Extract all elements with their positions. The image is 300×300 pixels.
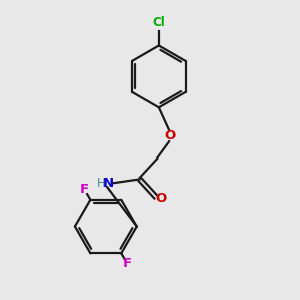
Text: F: F	[80, 183, 89, 196]
Text: O: O	[165, 129, 176, 142]
Text: N: N	[102, 177, 113, 190]
Text: O: O	[156, 192, 167, 205]
Text: H: H	[97, 177, 105, 190]
Text: Cl: Cl	[152, 16, 165, 29]
Text: F: F	[123, 257, 132, 270]
